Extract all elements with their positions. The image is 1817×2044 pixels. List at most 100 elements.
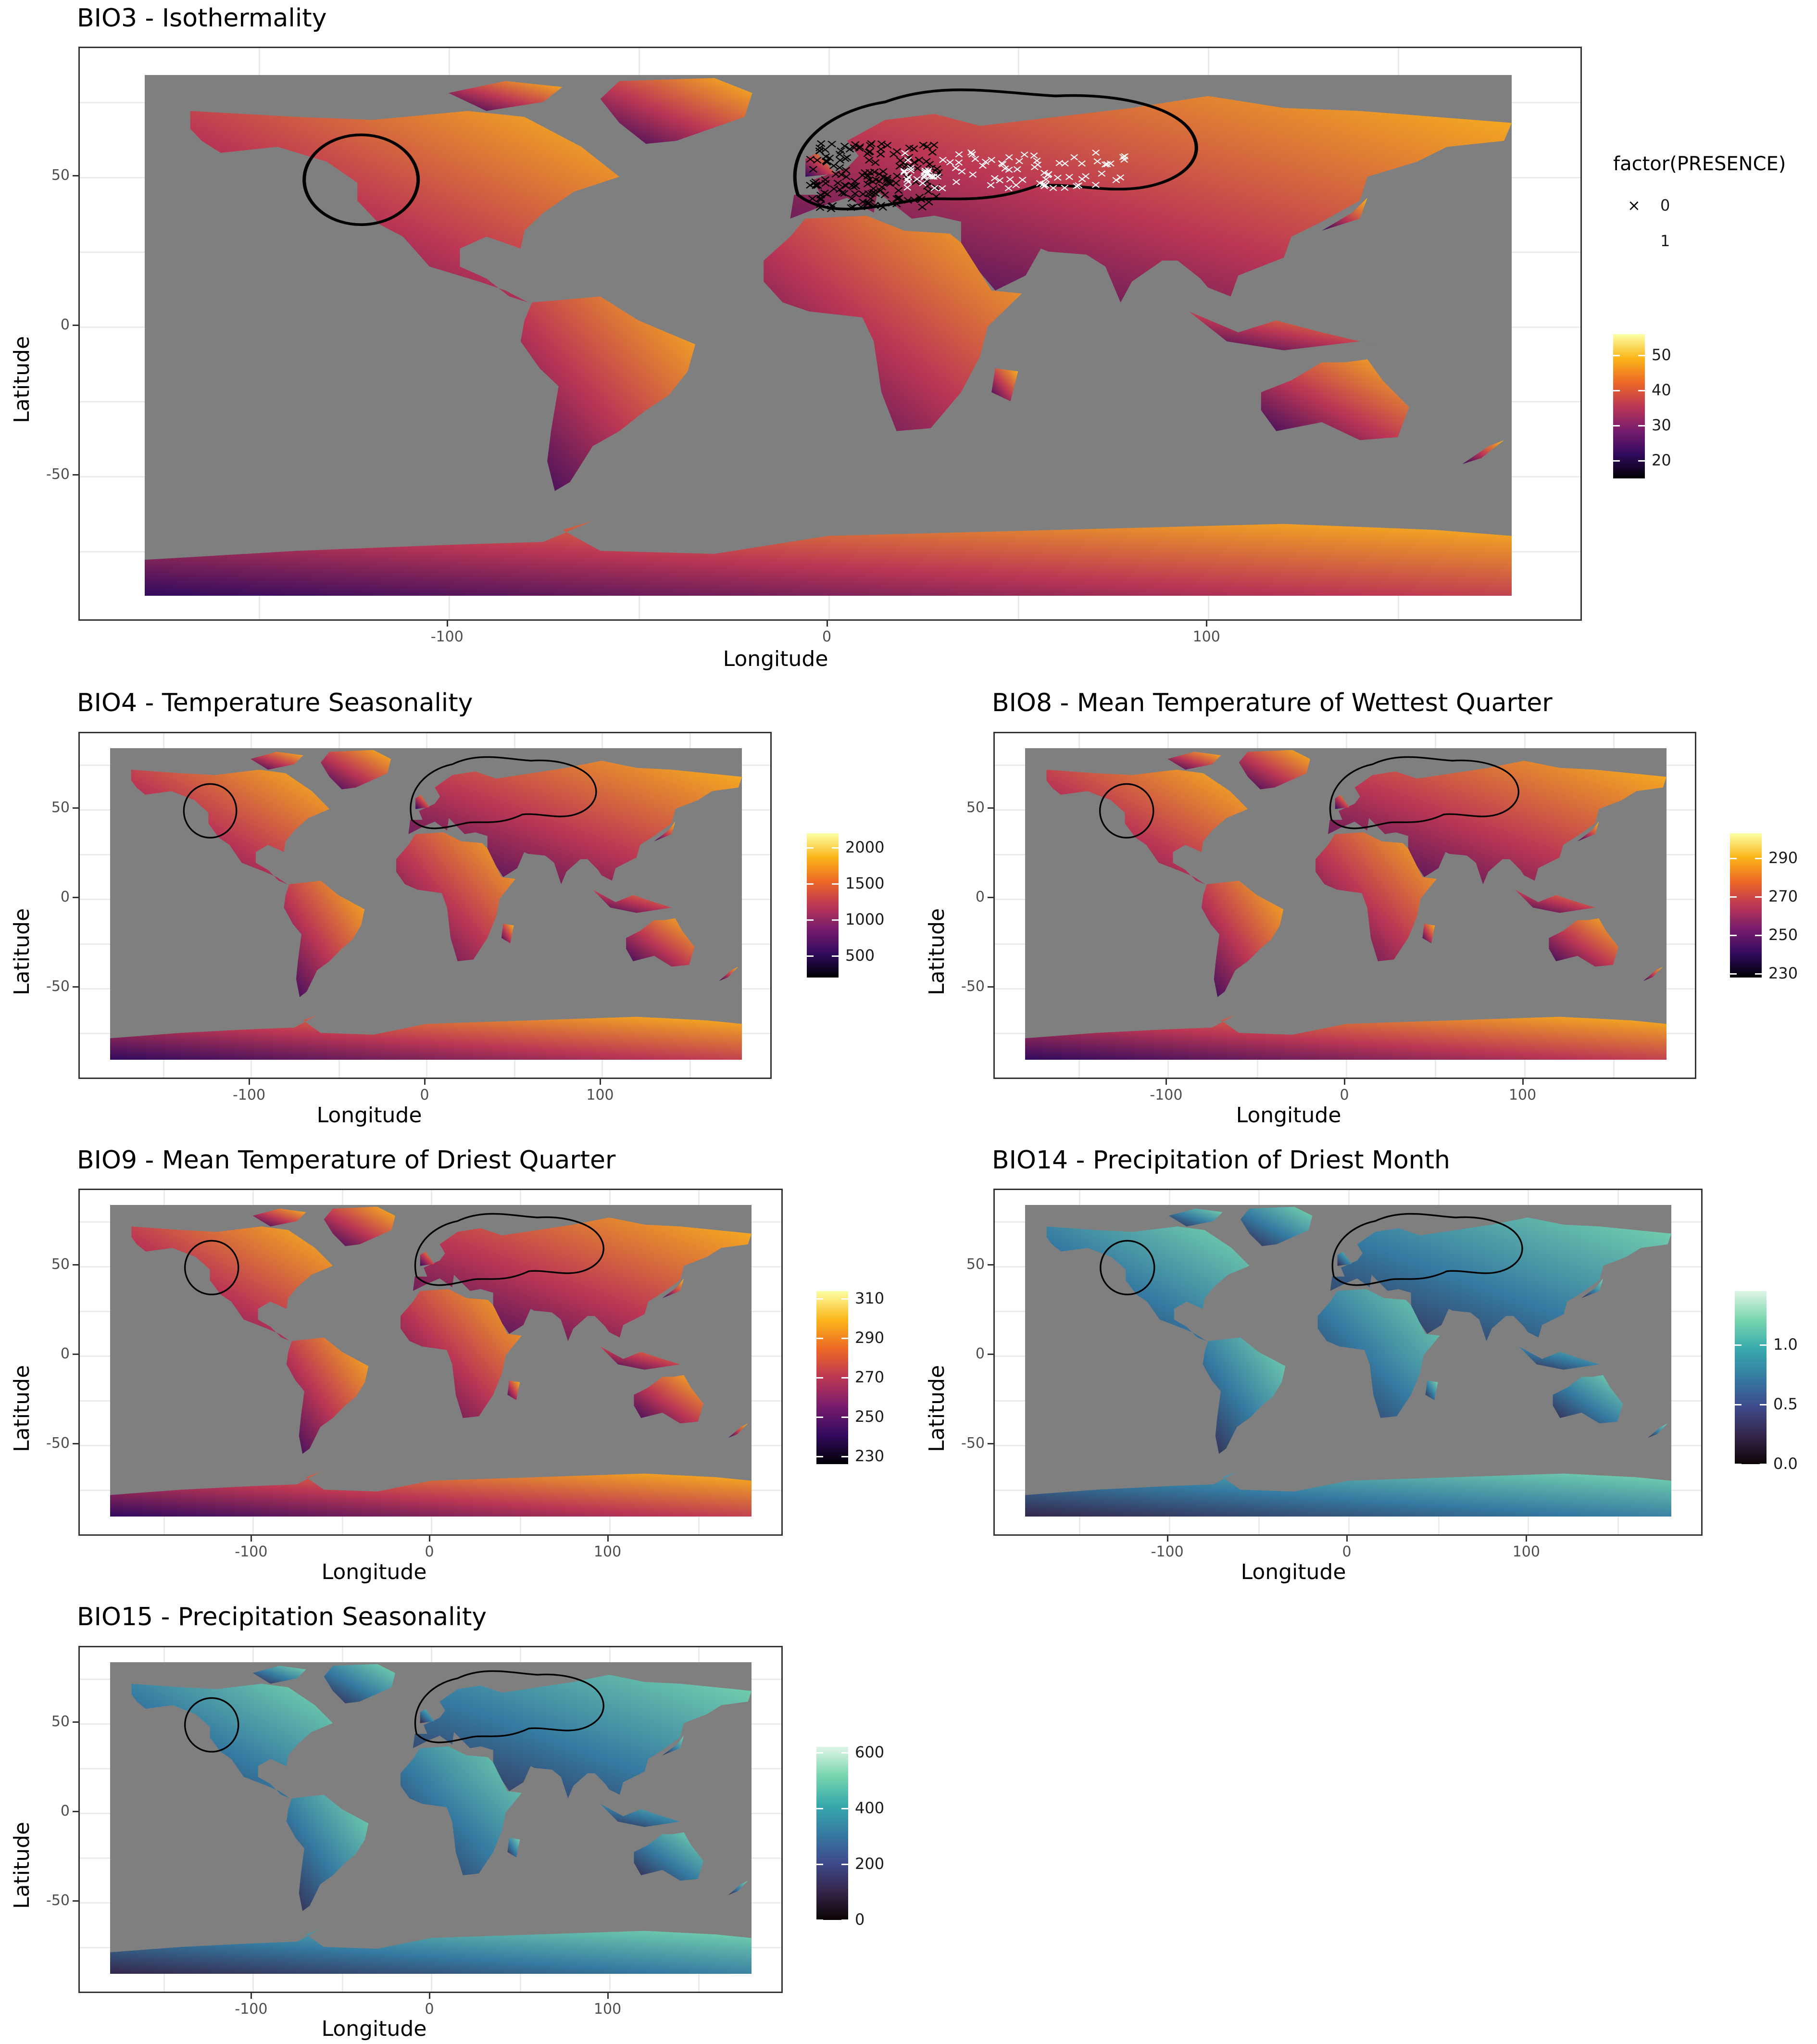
x-tick-label: 0 bbox=[425, 2001, 434, 2018]
legend-key-label: 0 bbox=[1660, 196, 1670, 214]
presence-marker-1: × bbox=[937, 182, 948, 194]
presence-marker-1: × bbox=[1096, 167, 1108, 180]
colorbar-tick-label: 0.5 bbox=[1773, 1394, 1798, 1413]
presence-marker-0: × bbox=[890, 176, 902, 190]
colorbar-tick-mark bbox=[1735, 1344, 1742, 1346]
presence-marker-0: × bbox=[833, 147, 846, 161]
presence-marker-0: × bbox=[913, 190, 926, 204]
presence-marker-0: × bbox=[846, 178, 858, 192]
x-tick-mark bbox=[1166, 1536, 1168, 1542]
presence-marker-0: × bbox=[831, 176, 844, 190]
x-tick-mark bbox=[1522, 1079, 1524, 1085]
colorbar-bio14 bbox=[1735, 1291, 1767, 1464]
presence-marker-1: × bbox=[918, 171, 930, 184]
presence-marker-0: × bbox=[890, 197, 902, 211]
y-tick-label: -50 bbox=[961, 978, 985, 995]
presence-marker-0: × bbox=[863, 196, 875, 210]
presence-marker-1: × bbox=[917, 177, 928, 189]
colorbar-tick-mark bbox=[1613, 425, 1620, 427]
presence-marker-0: × bbox=[835, 167, 848, 181]
presence-marker-0: × bbox=[845, 201, 857, 214]
presence-marker-0: × bbox=[931, 162, 943, 176]
colorbar-tick-mark bbox=[1638, 425, 1645, 427]
presence-marker-0: × bbox=[881, 171, 893, 185]
presence-marker-0: × bbox=[877, 200, 889, 214]
panel-title-bio3: BIO3 - Isothermality bbox=[77, 4, 327, 33]
presence-marker-0: × bbox=[825, 201, 837, 215]
presence-marker-1: × bbox=[999, 163, 1011, 175]
presence-marker-1: × bbox=[1064, 171, 1075, 183]
presence-marker-1: × bbox=[905, 164, 916, 176]
x-tick-mark bbox=[429, 1536, 430, 1542]
colorbar-tick-mark bbox=[1613, 460, 1620, 462]
colorbar-tick-mark bbox=[807, 919, 814, 921]
presence-marker-0: × bbox=[923, 157, 936, 171]
colorbar-tick-mark bbox=[816, 1752, 823, 1754]
presence-marker-1: × bbox=[1003, 182, 1015, 194]
colorbar-tick-mark bbox=[1613, 354, 1620, 356]
x-tick-mark bbox=[1526, 1536, 1528, 1542]
colorbar-tick-mark bbox=[1760, 1404, 1767, 1405]
range-outline-north-america bbox=[302, 133, 420, 226]
presence-marker-1: × bbox=[1076, 157, 1088, 170]
colorbar-tick-mark bbox=[807, 883, 814, 885]
y-tick-mark bbox=[988, 1443, 993, 1445]
presence-marker-0: × bbox=[847, 200, 859, 214]
presence-marker-0: × bbox=[903, 141, 915, 155]
x-tick-label: 100 bbox=[586, 1087, 614, 1104]
presence-marker-1: × bbox=[1105, 157, 1116, 170]
y-tick-label: 50 bbox=[51, 1713, 70, 1730]
presence-marker-0: × bbox=[873, 174, 886, 188]
x-tick-label: -100 bbox=[430, 628, 464, 645]
colorbar-tick-mark bbox=[841, 1377, 848, 1379]
range-outline-eurasia bbox=[793, 88, 1198, 211]
colorbar-tick-mark bbox=[816, 1377, 823, 1379]
presence-marker-1: × bbox=[944, 156, 956, 168]
colorbar-tick-mark bbox=[841, 1416, 848, 1418]
x-tick-mark bbox=[1165, 1079, 1167, 1085]
presence-marker-1: × bbox=[1073, 179, 1084, 191]
raster-map-bio14 bbox=[1025, 1205, 1671, 1517]
presence-marker-0: × bbox=[809, 175, 822, 188]
raster-map-bio3: × × × × × × × × × × × × × × × × × × × × × × × × × × × × × × × × × × × × × × × ×… bbox=[145, 75, 1512, 596]
raster-map-bio15 bbox=[110, 1662, 752, 1974]
colorbar-tick-mark bbox=[832, 919, 839, 921]
x-tick-mark bbox=[826, 621, 828, 627]
x-tick-label: 0 bbox=[425, 1543, 434, 1560]
map-panel-bio14 bbox=[993, 1189, 1703, 1536]
presence-marker-1: × bbox=[1003, 151, 1015, 163]
colorbar-tick-mark bbox=[1730, 973, 1737, 975]
x-tick-mark bbox=[1346, 1536, 1348, 1542]
y-tick-mark bbox=[73, 324, 78, 326]
y-tick-mark bbox=[73, 474, 78, 476]
colorbar-tick-mark bbox=[1613, 390, 1620, 392]
colorbar-tick-label: 30 bbox=[1652, 416, 1671, 435]
presence-marker-0: × bbox=[875, 198, 887, 212]
colorbar-tick-mark bbox=[816, 1807, 823, 1809]
colorbar-tick-label: 1500 bbox=[845, 874, 885, 892]
y-tick-mark bbox=[988, 986, 993, 988]
presence-marker-0: × bbox=[922, 184, 935, 198]
presence-marker-1: × bbox=[919, 166, 931, 178]
presence-marker-1: × bbox=[902, 154, 914, 166]
presence-marker-1: × bbox=[1031, 154, 1043, 167]
colorbar-tick-mark bbox=[841, 1455, 848, 1457]
colorbar-bio4 bbox=[807, 833, 839, 978]
map-panel-bio9 bbox=[78, 1189, 783, 1536]
presence-marker-0: × bbox=[839, 139, 851, 153]
presence-marker-0: × bbox=[908, 193, 920, 207]
presence-marker-1: × bbox=[911, 173, 923, 185]
presence-marker-0: × bbox=[864, 138, 876, 152]
y-axis-label: Latitude bbox=[10, 336, 34, 423]
presence-marker-0: × bbox=[819, 142, 831, 156]
x-tick-label: 0 bbox=[1342, 1543, 1352, 1560]
presence-marker-0: × bbox=[907, 141, 920, 155]
presence-marker-0: × bbox=[840, 150, 853, 164]
presence-marker-1: × bbox=[966, 148, 978, 161]
presence-marker-0: × bbox=[900, 169, 913, 183]
range-outline-north-america bbox=[1099, 783, 1154, 839]
presence-marker-1: × bbox=[1102, 158, 1113, 170]
colorbar-tick-label: 20 bbox=[1652, 451, 1671, 470]
presence-marker-0: × bbox=[911, 161, 924, 175]
presence-marker-1: × bbox=[923, 164, 934, 177]
